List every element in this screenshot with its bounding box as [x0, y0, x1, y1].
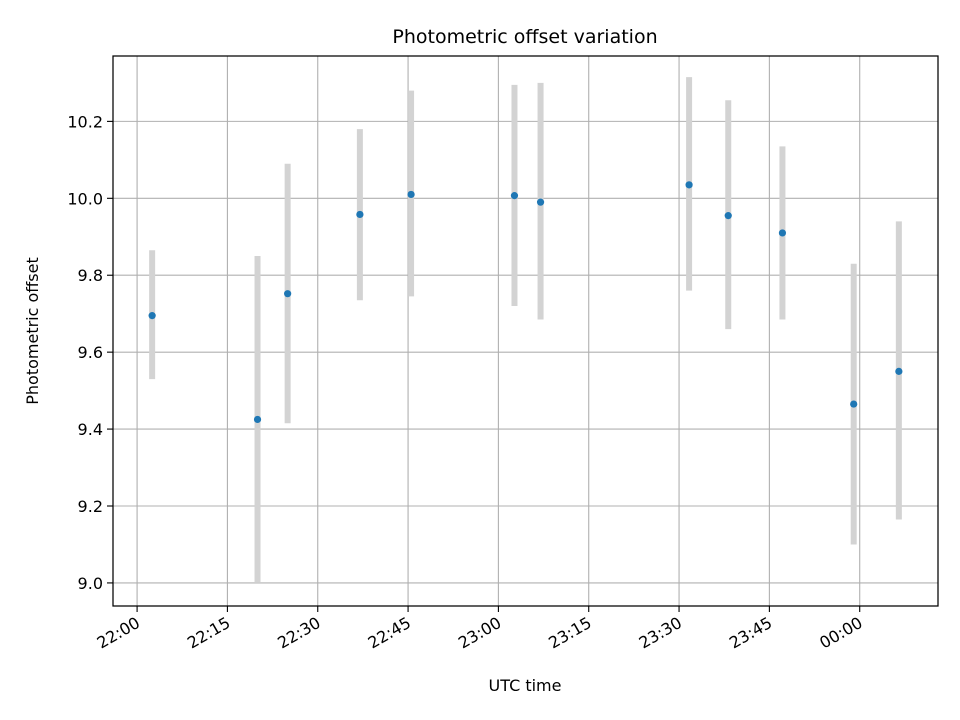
- y-tick-label: 10.0: [67, 189, 103, 208]
- data-point: [895, 367, 903, 375]
- x-tick-label: 23:00: [455, 613, 504, 653]
- y-tick-label: 9.4: [78, 420, 103, 439]
- data-points: [148, 181, 903, 424]
- data-point: [356, 210, 364, 219]
- y-tick-label: 9.0: [78, 574, 103, 593]
- data-point: [724, 212, 732, 220]
- x-tick-label: 23:45: [726, 613, 775, 653]
- data-point: [850, 400, 858, 408]
- data-point: [510, 192, 519, 200]
- x-tick-label: 22:30: [274, 613, 323, 653]
- x-axis-label: UTC time: [489, 676, 562, 695]
- x-tick-label: 22:15: [184, 613, 233, 653]
- data-point: [284, 290, 292, 298]
- data-point: [778, 229, 787, 237]
- y-tick-label: 10.2: [67, 112, 103, 131]
- data-point: [253, 415, 262, 424]
- data-point: [407, 190, 415, 199]
- data-point: [148, 312, 156, 320]
- x-tick-label: 22:00: [94, 613, 143, 653]
- x-tick-label: 00:00: [816, 613, 865, 653]
- chart-title: Photometric offset variation: [392, 26, 657, 48]
- data-point: [685, 181, 693, 189]
- y-axis-ticks: 9.0 9.2 9.4 9.6 9.8 10.0 10.2: [67, 112, 113, 593]
- y-axis-label: Photometric offset: [23, 257, 42, 405]
- grid: [113, 56, 938, 606]
- x-axis-ticks: 22:00 22:15 22:30 22:45 23:00 23:15 23:30 23:45…: [94, 606, 866, 653]
- x-tick-label: 23:30: [636, 613, 685, 653]
- y-tick-label: 9.8: [78, 266, 103, 285]
- y-tick-label: 9.2: [78, 497, 103, 516]
- y-tick-label: 9.6: [78, 343, 103, 362]
- plot-area-frame: [112, 55, 939, 607]
- x-tick-label: 23:15: [545, 613, 594, 653]
- x-tick-label: 22:45: [365, 613, 414, 653]
- data-point: [536, 198, 545, 206]
- error-bars: [149, 77, 902, 583]
